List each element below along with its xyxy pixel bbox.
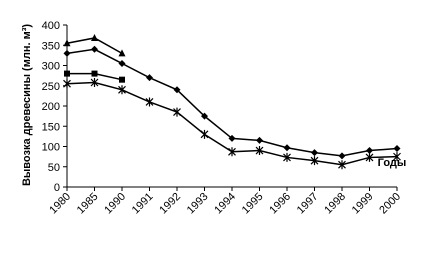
- point: [145, 97, 154, 107]
- y-axis-title: Вывозка древесины (млн. м³): [21, 24, 33, 186]
- point: [338, 160, 346, 170]
- x-tick-label: 1998: [322, 191, 348, 217]
- point: [146, 74, 153, 82]
- x-tick-label: 1980: [47, 191, 73, 217]
- point: [338, 152, 346, 160]
- point: [310, 156, 319, 166]
- point: [64, 70, 70, 77]
- x-tick-label: 1995: [240, 191, 266, 217]
- point: [255, 146, 264, 156]
- x-tick-label: 1991: [130, 191, 156, 217]
- x-tick-label: 1985: [75, 191, 101, 217]
- point: [91, 45, 98, 53]
- point: [366, 147, 373, 155]
- y-tick-label: 150: [42, 121, 60, 133]
- point: [365, 152, 374, 162]
- x-tick-label: 1993: [185, 191, 211, 217]
- point: [393, 145, 401, 153]
- y-tick-label: 350: [42, 40, 60, 52]
- point: [393, 152, 401, 162]
- y-tick-label: 100: [42, 142, 60, 154]
- point: [118, 49, 126, 57]
- point: [90, 78, 99, 88]
- y-tick-label: 250: [42, 81, 60, 93]
- y-tick-label: 50: [48, 162, 60, 174]
- point: [228, 147, 236, 157]
- y-tick-label: 400: [42, 20, 60, 32]
- point: [63, 39, 71, 47]
- point: [201, 112, 208, 120]
- point: [283, 152, 291, 162]
- point: [256, 136, 263, 144]
- y-tick-label: 0: [54, 182, 60, 194]
- point: [283, 144, 291, 152]
- x-tick-label: 1990: [102, 191, 128, 217]
- point: [63, 79, 71, 89]
- point: [91, 33, 98, 41]
- x-tick-label: 1994: [212, 191, 238, 217]
- point: [228, 134, 236, 142]
- y-tick-label: 200: [42, 101, 60, 113]
- y-tick-label: 300: [42, 61, 60, 73]
- x-tick-label: 2000: [377, 191, 403, 217]
- x-tick-label: 1996: [267, 191, 293, 217]
- point: [119, 76, 125, 83]
- x-tick-label: 1999: [350, 191, 376, 217]
- point: [173, 86, 181, 94]
- x-tick-label: 1997: [295, 191, 321, 217]
- x-axis-title: Годы: [378, 157, 407, 169]
- point: [200, 129, 209, 139]
- point: [118, 59, 126, 67]
- point: [311, 149, 318, 157]
- x-tick-label: 1992: [157, 191, 183, 217]
- point: [63, 49, 71, 57]
- point: [118, 85, 126, 95]
- point: [91, 70, 98, 77]
- point: [173, 107, 181, 117]
